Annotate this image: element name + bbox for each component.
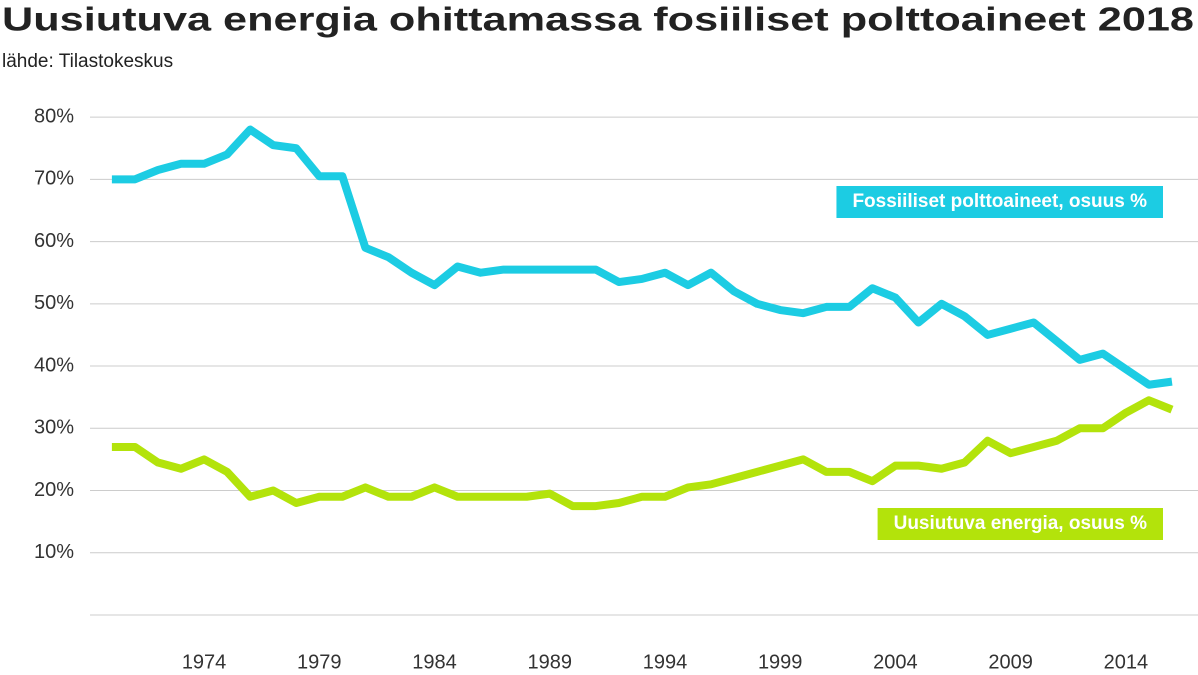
y-tick-label: 70% xyxy=(34,168,74,190)
series-line xyxy=(111,396,1174,511)
legend-swatch xyxy=(836,186,1163,218)
x-tick-label: 1979 xyxy=(297,651,342,673)
x-tick-label: 1994 xyxy=(643,651,688,673)
series-line xyxy=(111,125,1173,389)
y-tick-label: 40% xyxy=(34,354,74,376)
y-tick-label: 60% xyxy=(34,230,74,252)
y-tick-label: 80% xyxy=(34,105,74,127)
x-tick-label: 2014 xyxy=(1104,651,1149,673)
x-tick-label: 2004 xyxy=(873,651,918,673)
legend-item: Fossiiliset polttoaineet, osuus % xyxy=(836,186,1163,218)
x-tick-label: 2009 xyxy=(988,651,1033,673)
x-tick-label: 1999 xyxy=(758,651,803,673)
y-tick-label: 20% xyxy=(34,479,74,501)
chart-subtitle: lähde: Tilastokeskus xyxy=(2,51,173,72)
y-tick-label: 10% xyxy=(34,541,74,563)
x-tick-label: 1984 xyxy=(412,651,457,673)
legend-item: Uusiutuva energia, osuus % xyxy=(877,508,1163,540)
chart-title: Uusiutuva energia ohittamassa fosiiliset… xyxy=(2,1,1194,38)
y-tick-label: 50% xyxy=(34,292,74,314)
x-tick-label: 1974 xyxy=(182,651,227,673)
legend-label: Fossiiliset polttoaineet, osuus % xyxy=(852,191,1147,212)
legend-swatch xyxy=(877,508,1163,540)
x-tick-label: 1989 xyxy=(527,651,572,673)
y-tick-label: 30% xyxy=(34,417,74,439)
legend-label: Uusiutuva energia, osuus % xyxy=(894,513,1147,534)
